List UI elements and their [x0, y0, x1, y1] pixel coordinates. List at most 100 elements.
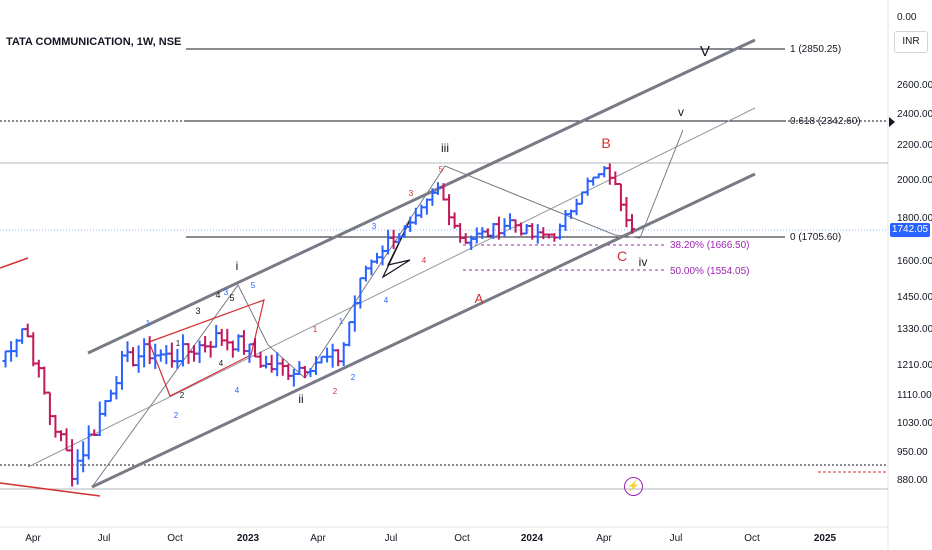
- red-trendline-left-bottom: [0, 482, 101, 497]
- ohlc-bar: [568, 209, 575, 219]
- ohlc-bar: [423, 198, 430, 215]
- y-axis: 0.00 2600.00 2400.00 2200.00 2000.00 1800.00 1…: [897, 12, 932, 486]
- x-tick-label: Apr: [310, 533, 326, 544]
- x-tick-label: Oct: [454, 533, 470, 544]
- ohlc-bar: [96, 401, 103, 437]
- ohlc-bar: [418, 204, 425, 218]
- ohlc-bar: [617, 182, 624, 212]
- y-tick-label: 1110.00: [897, 390, 932, 401]
- current-price-badge: 1742.05: [890, 223, 930, 237]
- ohlc-bar: [551, 233, 558, 242]
- ohlc-bar: [390, 229, 397, 249]
- ohlc-bar: [335, 349, 342, 367]
- wave-label: 4: [235, 386, 240, 395]
- ohlc-bar: [313, 356, 319, 375]
- black-wedge: [381, 217, 412, 279]
- wave-label: 2: [351, 373, 356, 382]
- ohlc-bar: [523, 223, 530, 235]
- ohlc-bar: [457, 223, 464, 243]
- y-tick-label: 880.00: [897, 475, 928, 486]
- ohlc-bar: [124, 341, 131, 363]
- y-tick-label: 1330.00: [897, 324, 932, 335]
- y-tick-label: 2200.00: [897, 140, 932, 151]
- ohlc-bar: [556, 223, 563, 240]
- ohlc-bar: [157, 349, 164, 362]
- ohlc-bar: [307, 368, 314, 377]
- ohlc-bar: [562, 210, 569, 231]
- wave-label: A: [475, 291, 484, 306]
- x-tick-label: Jul: [670, 533, 683, 544]
- ohlc-bar: [434, 182, 441, 195]
- lightning-alert-icon[interactable]: ⚡: [624, 477, 643, 496]
- ohlc-bar: [229, 340, 236, 358]
- ohlc-bar: [507, 213, 514, 230]
- ohlc-bar: [102, 400, 109, 417]
- ohlc-bar: [107, 389, 114, 403]
- wave-label: 4: [215, 290, 220, 300]
- ohlc-bar: [213, 324, 220, 348]
- y-tick-label: 1800.00: [897, 213, 932, 224]
- ohlc-bar: [584, 177, 591, 196]
- ohlc-bar: [629, 214, 635, 234]
- channel-lower: [91, 172, 756, 489]
- ohlc-bar: [479, 227, 486, 239]
- ohlc-bar: [52, 414, 59, 438]
- y-tick-label: 1450.00: [897, 292, 932, 303]
- ohlc-bar: [8, 341, 15, 362]
- y-tick-label: 2600.00: [897, 80, 932, 91]
- ohlc-bar: [268, 354, 275, 373]
- wave-label: 1: [339, 317, 344, 326]
- ohlc-bar: [285, 364, 292, 380]
- wave-label: 5: [439, 165, 444, 174]
- red-flag-channel: [148, 299, 265, 397]
- ohlc-bar: [595, 173, 602, 179]
- currency-button[interactable]: INR: [894, 31, 928, 53]
- ohlc-bar: [135, 345, 142, 373]
- ohlc-bar: [240, 330, 247, 355]
- y-tick-label: 1030.00: [897, 418, 932, 429]
- ohlc-bar: [429, 188, 436, 206]
- ohlc-bar: [357, 277, 364, 309]
- ohlc-bar: [590, 176, 597, 186]
- ohlc-bar: [318, 355, 325, 364]
- ohlc-bar: [612, 171, 619, 186]
- ohlc-bar: [329, 343, 336, 368]
- ohlc-bar: [30, 332, 37, 367]
- wave-label: iii: [441, 141, 449, 155]
- ohlc-bar: [490, 222, 497, 239]
- ohlc-bar: [512, 219, 519, 233]
- ohlc-bar: [573, 198, 580, 216]
- ohlc-bar: [368, 259, 375, 276]
- wave-label: 4: [384, 296, 389, 305]
- ohlc-bar: [207, 341, 214, 358]
- ohlc-bar: [362, 265, 369, 282]
- ohlc-bar: [401, 225, 408, 238]
- ohlc-bar: [80, 441, 87, 473]
- price-bars: [2, 163, 635, 487]
- wave-label: 3: [409, 189, 414, 198]
- ohlc-bar: [473, 227, 480, 244]
- ohlc-bar: [85, 425, 92, 460]
- ohlc-bar: [130, 347, 137, 367]
- ohlc-bar: [373, 252, 380, 264]
- ohlc-bar: [191, 345, 198, 362]
- ohlc-bar: [385, 229, 392, 255]
- y-tick-label: 2000.00: [897, 175, 932, 186]
- ohlc-bar: [579, 191, 586, 205]
- fib-3820-label: 38.20% (1666.50): [670, 240, 750, 251]
- ohlc-bar: [534, 224, 541, 244]
- fib-5000-label: 50.00% (1554.05): [670, 266, 750, 277]
- wave-label: 2: [174, 411, 179, 420]
- wave-label: v: [678, 105, 684, 119]
- wave-label: 1: [176, 339, 181, 348]
- wave-label: 3: [224, 288, 229, 297]
- y-tick-label: 950.00: [897, 447, 928, 458]
- x-tick-label: Oct: [167, 533, 183, 544]
- chart-title: TATA COMMUNICATION, 1W, NSE: [6, 36, 182, 48]
- ohlc-bar: [35, 359, 42, 378]
- ohlc-bar: [235, 334, 242, 352]
- y-tick-label: 0.00: [897, 12, 917, 23]
- ohlc-bar: [69, 439, 76, 487]
- ohlc-bar: [518, 222, 525, 236]
